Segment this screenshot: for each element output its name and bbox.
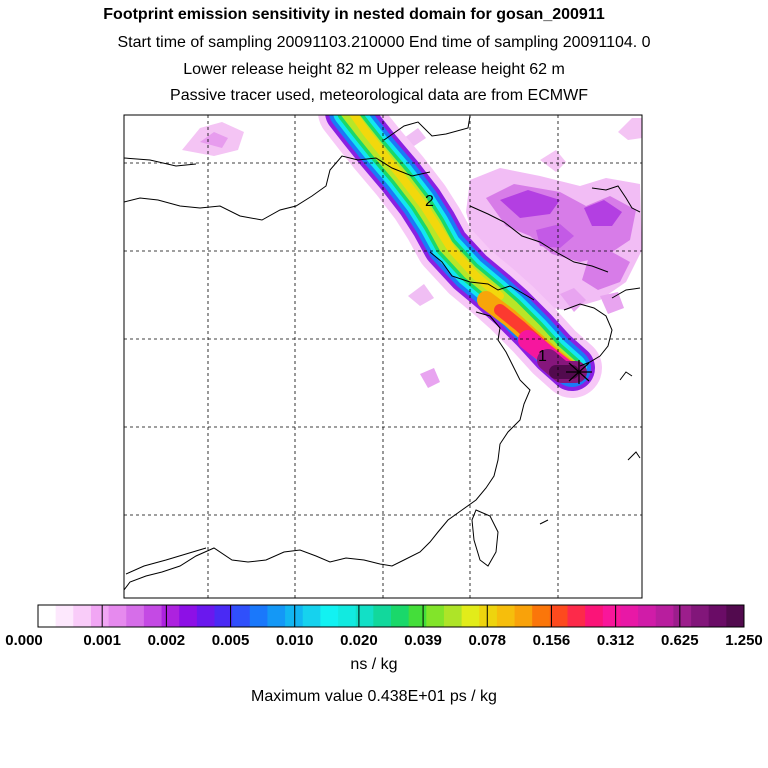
map-frame [123, 114, 643, 599]
colorbar-swatch [55, 605, 74, 627]
colorbar-swatch [461, 605, 480, 627]
colorbar-swatch [726, 605, 745, 627]
colorbar [37, 605, 745, 627]
colorbar-swatch [179, 605, 198, 627]
colorbar-swatch [426, 605, 445, 627]
colorbar-tick-label: 0.039 [404, 632, 442, 649]
colorbar-swatch [708, 605, 727, 627]
trajectory-marker-1: 1 [538, 348, 547, 365]
tracer-info-line: Passive tracer used, meteorological data… [170, 87, 588, 104]
colorbar-swatch [391, 605, 410, 627]
coastlines [124, 115, 641, 591]
maximum-value: Maximum value 0.438E+01 ps / kg [251, 688, 497, 705]
colorbar-tick-label: 1.250 [725, 632, 763, 649]
colorbar-swatch [285, 605, 304, 627]
receptor-star [566, 360, 592, 384]
colorbar-swatch [602, 605, 621, 627]
colorbar-swatch [38, 605, 57, 627]
colorbar-swatch [549, 605, 568, 627]
colorbar-tick-label: 0.002 [147, 632, 186, 649]
colorbar-swatch [638, 605, 657, 627]
colorbar-swatch [302, 605, 321, 627]
graticule [124, 115, 642, 598]
colorbar-tick-label: 0.005 [211, 632, 250, 649]
colorbar-tick-label: 0.010 [275, 632, 314, 649]
colorbar-swatch [320, 605, 339, 627]
colorbar-tick-label: 0.156 [532, 632, 571, 649]
colorbar-swatch [655, 605, 674, 627]
colorbar-swatch [532, 605, 551, 627]
colorbar-swatch [143, 605, 162, 627]
colorbar-tick-label: 0.312 [596, 632, 635, 649]
colorbar-swatch [267, 605, 286, 627]
colorbar-swatch [108, 605, 127, 627]
colorbar-swatch [161, 605, 180, 627]
colorbar-swatch [249, 605, 268, 627]
colorbar-tick-label: 0.000 [5, 632, 43, 649]
colorbar-swatch [585, 605, 604, 627]
colorbar-swatch [232, 605, 251, 627]
map-field [124, 115, 642, 598]
colorbar-swatch [126, 605, 145, 627]
colorbar-swatch [443, 605, 462, 627]
plot-title: Footprint emission sensitivity in nested… [103, 6, 605, 23]
colorbar-swatch [479, 605, 498, 627]
colorbar-swatch [673, 605, 692, 627]
colorbar-swatch [73, 605, 92, 627]
colorbar-frame [37, 604, 745, 628]
colorbar-swatch [338, 605, 357, 627]
colorbar-swatch [373, 605, 392, 627]
colorbar-tick-label: 0.078 [468, 632, 507, 649]
colorbar-tick-label: 0.020 [340, 632, 378, 649]
colorbar-tick-label: 0.001 [83, 632, 121, 649]
colorbar-swatch [567, 605, 586, 627]
colorbar-unit: ns / kg [350, 656, 398, 673]
trajectory-marker-2: 2 [425, 193, 434, 210]
colorbar-swatch [90, 605, 109, 627]
colorbar-swatch [196, 605, 215, 627]
colorbar-swatch [355, 605, 374, 627]
colorbar-swatch [691, 605, 710, 627]
colorbar-swatch [620, 605, 639, 627]
sampling-time-line: Start time of sampling 20091103.210000 E… [117, 34, 651, 51]
colorbar-swatch [214, 605, 233, 627]
colorbar-swatch [408, 605, 427, 627]
colorbar-swatch [496, 605, 515, 627]
release-height-line: Lower release height 82 m Upper release … [183, 61, 565, 78]
colorbar-tick-label: 0.625 [661, 632, 699, 649]
colorbar-swatch [514, 605, 533, 627]
